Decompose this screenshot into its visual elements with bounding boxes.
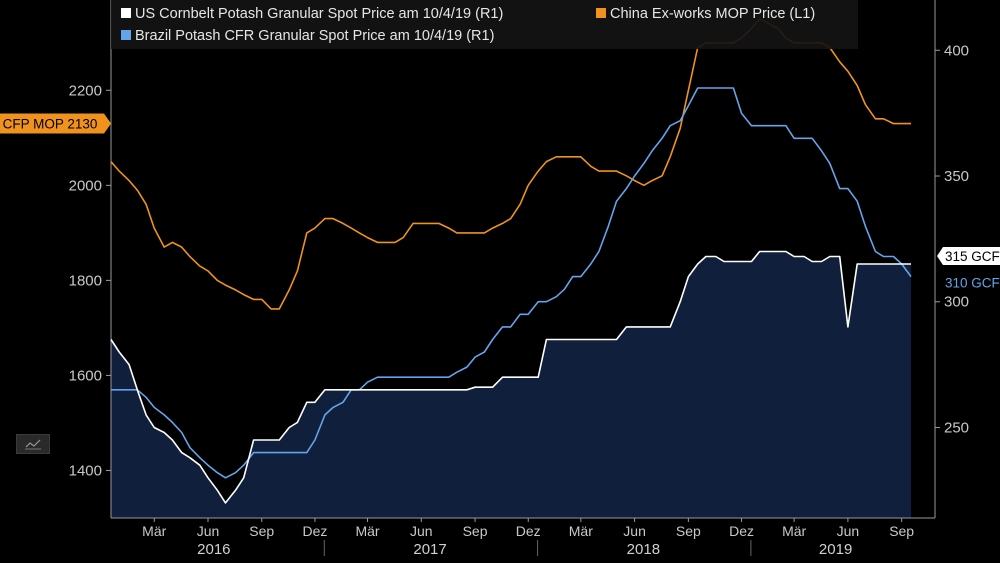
right-value-tag — [937, 247, 1000, 266]
x-year-label: 2019 — [819, 541, 852, 558]
x-month-label: Mär — [142, 523, 166, 539]
right-tick-label: 250 — [944, 419, 969, 436]
axes — [110, 0, 936, 519]
x-month-label: Jun — [623, 523, 646, 539]
legend-label: US Cornbelt Potash Granular Spot Price a… — [135, 6, 503, 22]
x-month-label: Mär — [782, 523, 806, 539]
legend-label: Brazil Potash CFR Granular Spot Price am… — [135, 28, 494, 44]
x-year-label: 2016 — [197, 541, 230, 558]
x-year-label: 2018 — [627, 541, 660, 558]
x-month-label: Jun — [410, 523, 433, 539]
left-value-tag-text: CFP MOP 2130 — [3, 117, 98, 132]
x-month-label: Jun — [197, 523, 220, 539]
line-chart-icon[interactable] — [16, 434, 50, 454]
series-line-0 — [110, 250, 911, 504]
x-month-label: Dez — [302, 523, 327, 539]
left-tick-label: 1800 — [69, 272, 102, 289]
legend-swatch — [121, 8, 131, 18]
us-cornbelt-area — [111, 251, 911, 518]
series-line-2 — [111, 87, 912, 479]
us-cornbelt-area-fill — [111, 251, 911, 518]
right-tick-label: 350 — [944, 168, 969, 185]
left-tick-label: 1400 — [69, 462, 102, 479]
tick-labels: 1400 1600 1800 2000 2200 250 300 350 400 — [69, 42, 969, 479]
x-month-label: Dez — [729, 523, 754, 539]
x-year-label: 2017 — [413, 541, 446, 558]
right-tick-label: 300 — [944, 294, 969, 311]
left-tick-label: 1600 — [69, 367, 102, 384]
legend-swatch — [121, 30, 131, 40]
left-value-tag — [0, 113, 111, 134]
x-month-label: Mär — [569, 523, 593, 539]
right-value-tag-text: 310 GCF — [945, 276, 1000, 291]
x-month-label: Jun — [837, 523, 860, 539]
legend: US Cornbelt Potash Granular Spot Price a… — [111, 0, 858, 49]
x-month-label: Sep — [249, 523, 274, 539]
legend-box — [111, 0, 858, 49]
left-tick-label: 2000 — [69, 177, 102, 194]
x-month-label: Dez — [516, 523, 541, 539]
x-month-label: Sep — [889, 523, 914, 539]
right-tick-label: 400 — [944, 42, 969, 59]
x-month-label: Sep — [676, 523, 701, 539]
legend-label: China Ex-works MOP Price (L1) — [610, 6, 815, 22]
x-axis-labels: Mär Jun Sep Dez Mär Jun Sep Dez Mär Jun Sep Dez Mär J… — [142, 518, 914, 558]
right-value-tag-text: 315 GCF — [945, 249, 1000, 264]
x-month-label: Mär — [355, 523, 379, 539]
left-tick-label: 2200 — [69, 82, 102, 99]
x-month-label: Sep — [463, 523, 488, 539]
value-tags: CFP MOP 2130 315 GCF 310 GCF — [0, 113, 1000, 291]
legend-swatch — [596, 8, 606, 18]
